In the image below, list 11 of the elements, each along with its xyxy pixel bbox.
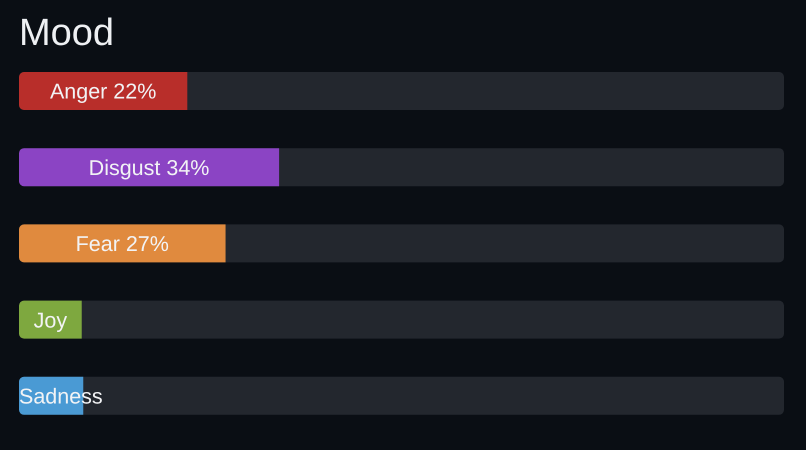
- data-label: 27%: [126, 232, 169, 256]
- y-tick-label: Anger: [50, 80, 108, 104]
- y-tick-label: Fear: [76, 232, 120, 256]
- data-label: 22%: [113, 80, 156, 104]
- data-label: 34%: [166, 156, 210, 180]
- chart-title: Mood: [19, 12, 114, 54]
- y-tick-label: Joy: [34, 308, 68, 332]
- bar: [19, 72, 188, 110]
- bar: [19, 300, 82, 339]
- y-tick-label: Disgust: [88, 156, 160, 180]
- bar: [19, 224, 226, 262]
